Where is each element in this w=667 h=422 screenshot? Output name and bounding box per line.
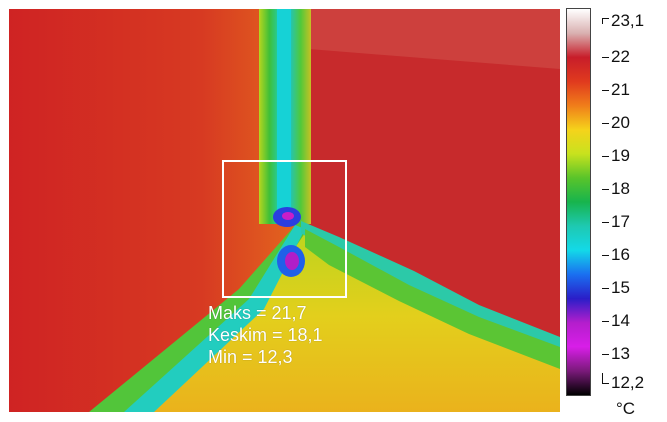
scale-tick-label: 17	[611, 212, 630, 231]
color-scale-ticks: 23,1 22 21 20 19 18 17 16 15 14 13 12,2	[592, 0, 667, 422]
min-temperature: Min = 12,3	[208, 347, 293, 367]
max-temperature: Maks = 21,7	[208, 303, 307, 323]
tick-line	[602, 321, 609, 322]
scale-tick-label: 18	[611, 179, 630, 198]
scale-tick-label: 22	[611, 47, 630, 66]
scale-tick-label: 13	[611, 344, 630, 363]
tick-line	[602, 222, 609, 223]
tick-line	[602, 156, 609, 157]
scale-tick-label: 15	[611, 278, 630, 297]
tick-line	[602, 383, 609, 384]
tick-line	[602, 288, 609, 289]
scale-tick-label: 14	[611, 311, 630, 330]
average-temperature: Keskim = 18,1	[208, 325, 323, 345]
thermal-image	[9, 9, 560, 412]
scale-min-label: 12,2	[611, 373, 645, 392]
scale-bracket-bottom	[602, 373, 603, 383]
tick-line	[602, 189, 609, 190]
scale-tick-label: 20	[611, 113, 630, 132]
scale-max-label: 23,1	[611, 11, 645, 30]
scale-tick-label: 21	[611, 80, 630, 99]
measurement-readout: Maks = 21,7 Keskim = 18,1 Min = 12,3	[208, 302, 323, 368]
scale-tick-label: 19	[611, 146, 630, 165]
tick-line	[602, 123, 609, 124]
tick-line	[602, 90, 609, 91]
unit-label: °C	[616, 399, 636, 418]
tick-line	[602, 57, 609, 58]
tick-line	[602, 18, 609, 19]
tick-line	[602, 354, 609, 355]
scale-tick-label: 16	[611, 245, 630, 264]
tick-line	[602, 255, 609, 256]
color-scale-bar	[566, 8, 591, 396]
scale-bracket-top	[602, 18, 603, 24]
